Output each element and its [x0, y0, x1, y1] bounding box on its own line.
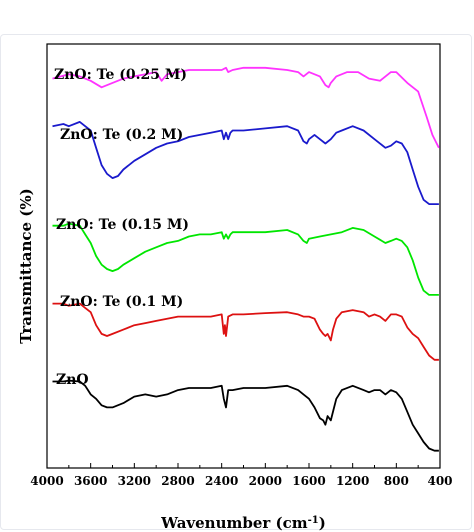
series-line: [52, 222, 439, 296]
x-tick-label: 400: [427, 474, 452, 488]
series-label: ZnO: [56, 372, 89, 388]
series-label: ZnO: Te (0.1 M): [60, 294, 183, 310]
x-axis-title-sup: -1: [308, 515, 319, 526]
x-axis-title-main: Wavenumber (cm: [160, 514, 308, 532]
series-labels: ZnO: Te (0.25 M) ZnO: Te (0.2 M) ZnO: Te (…: [54, 67, 189, 388]
series-line: [52, 302, 439, 361]
x-axis-title: Wavenumber (cm-1): [160, 514, 326, 532]
y-axis-title: Transmittance (%): [17, 188, 35, 343]
series-line: [52, 66, 440, 149]
x-tick-label: 2800: [161, 474, 194, 488]
x-axis: 4000 3600 3200 2800 2400 2000 1600 1200 800 400: [30, 463, 453, 488]
series-label: ZnO: Te (0.2 M): [60, 127, 183, 143]
x-tick-label: 3600: [74, 474, 107, 488]
x-tick-label: 2000: [249, 474, 282, 488]
series-layer: [52, 66, 440, 452]
series-label: ZnO: Te (0.15 M): [56, 217, 189, 233]
x-tick-label: 3200: [118, 474, 151, 488]
x-tick-label: 1200: [336, 474, 369, 488]
x-tick-label: 1600: [292, 474, 325, 488]
series-line: [52, 379, 439, 452]
plot-frame: [46, 43, 441, 469]
series-label: ZnO: Te (0.25 M): [54, 67, 187, 83]
figure-frame: [0, 34, 472, 530]
x-tick-label: 4000: [30, 474, 63, 488]
x-tick-label: 2400: [205, 474, 238, 488]
x-axis-title-tail: ): [319, 514, 326, 532]
series-line: [52, 121, 439, 205]
x-tick-label: 800: [384, 474, 409, 488]
